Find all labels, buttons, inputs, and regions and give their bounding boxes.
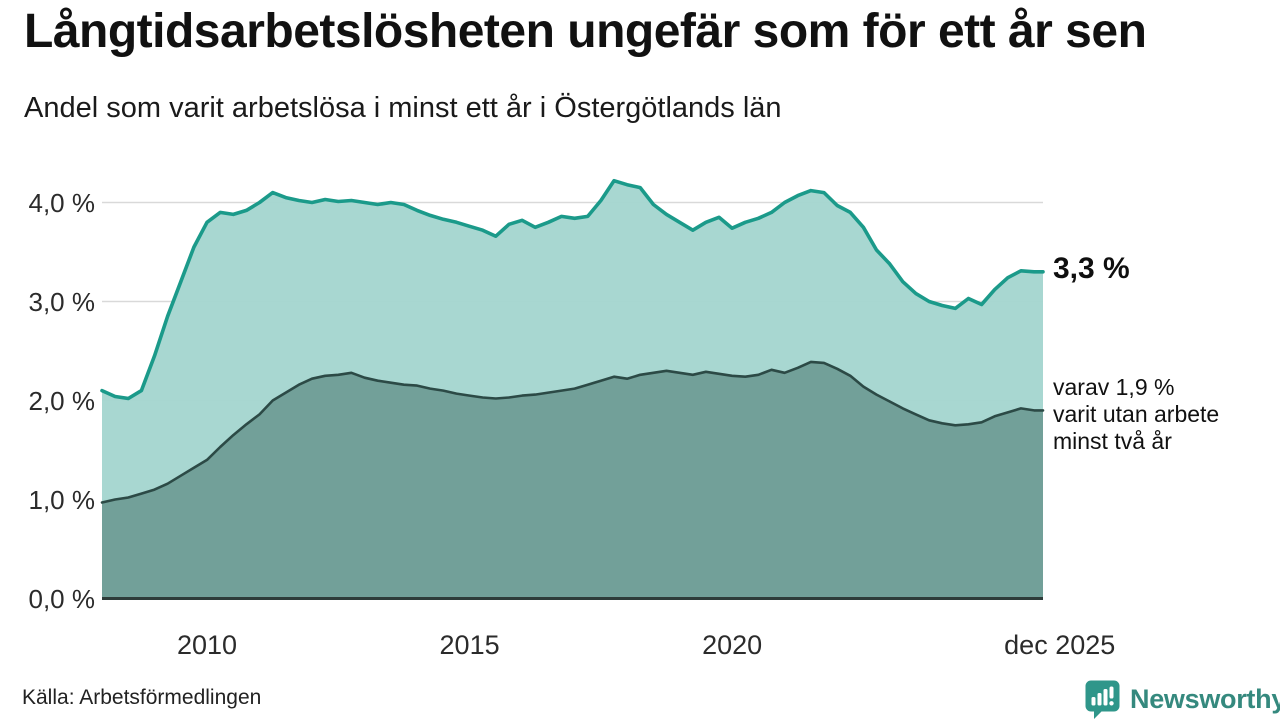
y-tick-label-0: 0,0 % bbox=[28, 583, 96, 614]
y-tick-label-2: 2,0 % bbox=[28, 385, 96, 416]
newsworthy-logo-link[interactable]: Newsworthy bbox=[1084, 679, 1280, 720]
page-subtitle: Andel som varit arbetslösa i minst ett å… bbox=[24, 92, 782, 124]
line-series-0 bbox=[100, 178, 1045, 401]
x-tick-label-dec-2025: dec 2025 bbox=[1004, 630, 1116, 660]
x-tick-label-2015: 2015 bbox=[439, 630, 500, 660]
page-title: Långtidsarbetslösheten ungefär som för e… bbox=[24, 5, 1147, 58]
area-fill-series-1 bbox=[102, 361, 1043, 599]
series2-annotation-line3: minst två år bbox=[1053, 428, 1172, 454]
source-credit: Källa: Arbetsförmedlingen bbox=[22, 686, 262, 709]
x-tick-label-2020: 2020 bbox=[702, 630, 763, 660]
x-tick-label-2010: 2010 bbox=[176, 630, 238, 660]
y-tick-label-1: 1,0 % bbox=[28, 484, 96, 515]
newsworthy-wordmark: Newsworthy bbox=[1130, 684, 1280, 714]
newsworthy-speech-bubble-chart-icon bbox=[1084, 679, 1121, 720]
y-tick-label-3: 3,0 % bbox=[28, 286, 96, 317]
series2-annotation-line2: varit utan arbete bbox=[1053, 401, 1220, 427]
series2-annotation: varav 1,9 % varit utan arbete minst två … bbox=[1053, 374, 1219, 455]
series2-annotation-line1: varav 1,9 % bbox=[1053, 374, 1175, 400]
line-series-1 bbox=[100, 360, 1045, 504]
y-tick-label-4: 4,0 % bbox=[28, 187, 96, 218]
series1-end-value-label: 3,3 % bbox=[1053, 252, 1130, 285]
